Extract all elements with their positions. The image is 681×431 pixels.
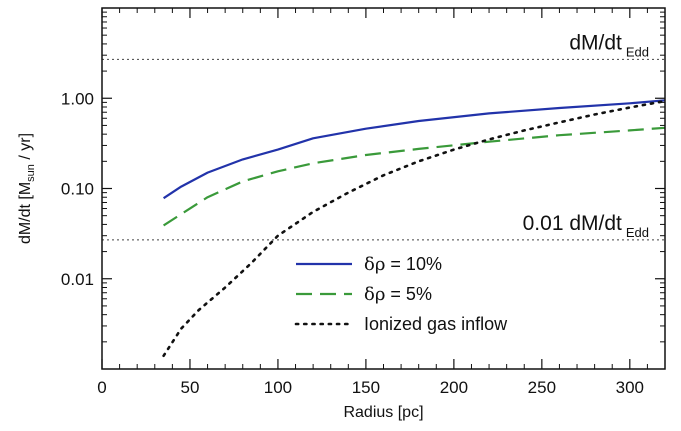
y-axis-label-suffix: / yr] — [17, 133, 34, 164]
y-axis-label-subscript: sun — [25, 164, 37, 182]
series-line-10pct — [162, 99, 666, 200]
eddington-rate-label: dM/dt Edd — [569, 31, 649, 59]
series-line-ionized-gas — [162, 99, 667, 358]
x-tick-label: 250 — [528, 378, 556, 397]
x-tick-label: 300 — [616, 378, 644, 397]
series-lines — [162, 99, 667, 358]
legend-label-10pct: δρ = 10% — [364, 254, 442, 275]
legend-label-10pct-symbol: δρ — [364, 254, 385, 275]
y-tick-label: 0.10 — [61, 180, 94, 199]
y-tick-label: 1.00 — [61, 89, 94, 108]
x-axis-label: Radius [pc] — [343, 404, 423, 421]
legend-label-5pct-text: = 5% — [385, 284, 432, 304]
y-tick-label: 0.01 — [61, 270, 94, 289]
eddington-rate-label-sub: Edd — [626, 44, 649, 59]
one-percent-eddington-label: 0.01 dM/dt Edd — [523, 212, 649, 240]
x-tick-label: 150 — [352, 378, 380, 397]
axis-ticks: 0 50 100 150 200 250 300 0.01 0.10 1.00 — [61, 8, 666, 397]
legend-label-5pct: δρ = 5% — [364, 284, 432, 305]
reference-lines — [102, 58, 665, 241]
legend: δρ = 10% δρ = 5% Ionized gas inflow — [294, 254, 508, 334]
legend-label-ionized-gas: Ionized gas inflow — [364, 314, 508, 334]
legend-label-10pct-text: = 10% — [385, 254, 442, 274]
y-axis-label-prefix: dM/dt [M — [17, 182, 34, 244]
y-axis-label: dM/dt [Msun / yr] — [17, 133, 37, 244]
x-tick-label: 200 — [440, 378, 468, 397]
one-percent-eddington-label-sub: Edd — [626, 225, 649, 240]
eddington-rate-label-main: dM/dt — [569, 31, 622, 54]
series-line-5pct — [163, 126, 666, 227]
legend-label-5pct-symbol: δρ — [364, 284, 385, 305]
x-tick-label: 50 — [181, 378, 200, 397]
x-tick-label: 0 — [97, 378, 106, 397]
one-percent-eddington-label-main: 0.01 dM/dt — [523, 212, 622, 235]
x-tick-label: 100 — [264, 378, 292, 397]
